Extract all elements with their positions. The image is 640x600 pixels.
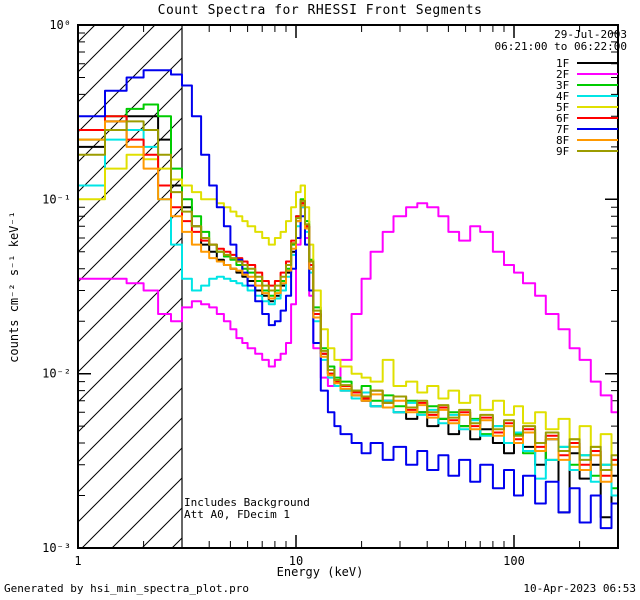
x-axis-title: Energy (keV): [276, 565, 364, 579]
y-axis-title: counts cm⁻² s⁻¹ keV⁻¹: [7, 211, 21, 363]
series-line-8F: [78, 120, 618, 483]
legend-label-7F: 7F: [556, 123, 569, 136]
y-tick-label: 10⁻¹: [42, 192, 71, 206]
legend-label-4F: 4F: [556, 90, 569, 103]
series-line-4F: [78, 129, 618, 497]
legend-label-2F: 2F: [556, 68, 569, 81]
legend-label-8F: 8F: [556, 134, 569, 147]
annotation-includes-background: Includes Background: [184, 496, 310, 509]
series-line-7F: [78, 69, 618, 530]
plot-frame: [77, 24, 619, 549]
x-tick-label: 1: [74, 554, 81, 568]
tick-labels: 1 10 100 10⁰ 10⁻¹ 10⁻² 10⁻³: [42, 18, 525, 568]
plot-title: Count Spectra for RHESSI Front Segments: [157, 3, 483, 18]
x-tick-label: 100: [503, 554, 525, 568]
attenuated-region-hatch: [78, 25, 182, 548]
legend-label-5F: 5F: [556, 101, 569, 114]
series-line-9F: [78, 120, 618, 471]
annotation-att-fdecim: Att A0, FDecim 1: [184, 508, 290, 521]
y-tick-label: 10⁰: [49, 18, 71, 32]
obs-date: 29-Jul-2003: [554, 28, 627, 41]
x-tick-label: 10: [289, 554, 303, 568]
legend-label-3F: 3F: [556, 79, 569, 92]
legend-label-9F: 9F: [556, 145, 569, 158]
legend-label-6F: 6F: [556, 112, 569, 125]
footer-program: Generated by hsi_min_spectra_plot.pro: [4, 582, 250, 595]
y-tick-label: 10⁻²: [42, 367, 71, 381]
footer-datetime: 10-Apr-2023 06:53: [523, 582, 636, 595]
obs-time-range: 06:21:00 to 06:22:00: [494, 40, 627, 53]
series-lines: [78, 69, 618, 530]
minor-ticks: [78, 25, 618, 548]
legend-label-1F: 1F: [556, 57, 569, 70]
y-tick-label: 10⁻³: [42, 541, 71, 555]
